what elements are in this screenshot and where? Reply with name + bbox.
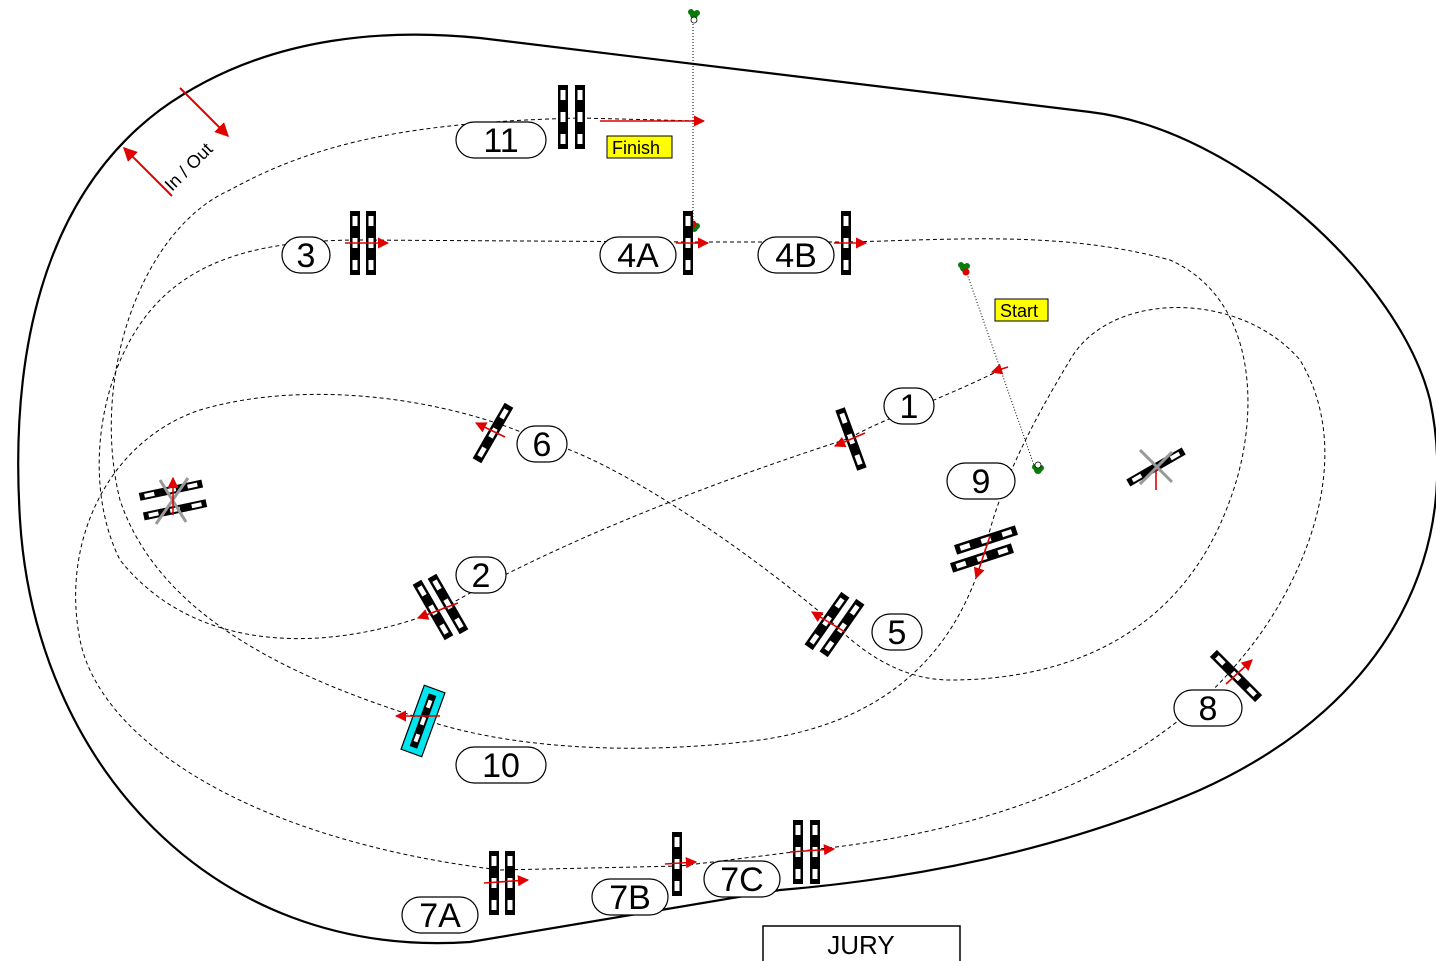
svg-text:1: 1: [900, 388, 919, 426]
svg-text:7A: 7A: [419, 897, 461, 935]
svg-text:5: 5: [888, 614, 907, 652]
start-flag-bottom: [1032, 461, 1044, 474]
fence-11-number: 11: [455, 121, 547, 160]
finish-label-box: Finish: [606, 135, 673, 159]
fence-8-number: 8: [1173, 689, 1243, 728]
in-out-gate: In / Out: [123, 87, 229, 197]
fence-8-obstacle: [1209, 649, 1263, 703]
fence-5-number: 5: [871, 613, 923, 652]
fence-11-obstacle: [558, 85, 585, 149]
fence-7a-obstacle: [483, 851, 530, 915]
svg-text:9: 9: [972, 463, 991, 501]
fence-7a-number: 7A: [401, 896, 479, 935]
fence-2-obstacle: [412, 573, 469, 641]
jury-box: JURY: [762, 925, 961, 961]
svg-text:6: 6: [533, 426, 552, 464]
start-flag-top: [958, 262, 970, 276]
start-label-box: Start: [994, 298, 1049, 322]
fence-4a-number: 4A: [599, 236, 677, 275]
svg-text:7B: 7B: [609, 879, 651, 917]
fence-3-number: 3: [281, 236, 331, 275]
fence-3-obstacle: [345, 211, 390, 275]
fence-4b-obstacle: [834, 211, 868, 275]
fence-7c-number: 7C: [703, 860, 781, 899]
fence-6-obstacle: [472, 402, 514, 464]
fence-1-number: 1: [883, 387, 935, 426]
fence-6-number: 6: [516, 425, 568, 464]
fence-5-obstacle: [804, 591, 865, 658]
svg-text:11: 11: [483, 122, 518, 160]
start-label: Start: [1000, 301, 1038, 321]
jury-label: JURY: [827, 930, 894, 960]
unused-fence-right: [1126, 447, 1186, 490]
course-track: [75, 117, 1326, 871]
fence-7b-obstacle: [664, 832, 698, 896]
fence-7c-obstacle: [789, 820, 836, 884]
unused-fence-left: [138, 476, 208, 525]
fence-2-number: 2: [455, 556, 507, 595]
finish-flag-top: [688, 9, 700, 24]
finish-label: Finish: [612, 138, 660, 158]
fence-4a-obstacle: [676, 211, 710, 275]
fence-9-number: 9: [946, 462, 1016, 501]
svg-text:8: 8: [1199, 690, 1218, 728]
svg-text:4B: 4B: [775, 237, 817, 275]
svg-text:4A: 4A: [617, 237, 659, 275]
fence-1-obstacle: [833, 407, 867, 471]
in-out-label: In / Out: [161, 139, 217, 195]
start-direction-arrow: [990, 363, 1009, 375]
fence-10-water: [394, 684, 446, 758]
fence-4b-number: 4B: [757, 236, 835, 275]
svg-text:2: 2: [472, 557, 491, 595]
svg-text:10: 10: [482, 747, 520, 785]
svg-text:3: 3: [297, 237, 316, 275]
start-line: [964, 267, 1036, 469]
svg-text:7C: 7C: [720, 861, 763, 899]
arena-outline: [17, 33, 1436, 945]
fence-7b-number: 7B: [591, 878, 669, 917]
fence-10-number: 10: [455, 746, 547, 785]
fence-9-obstacle: [950, 525, 1018, 580]
